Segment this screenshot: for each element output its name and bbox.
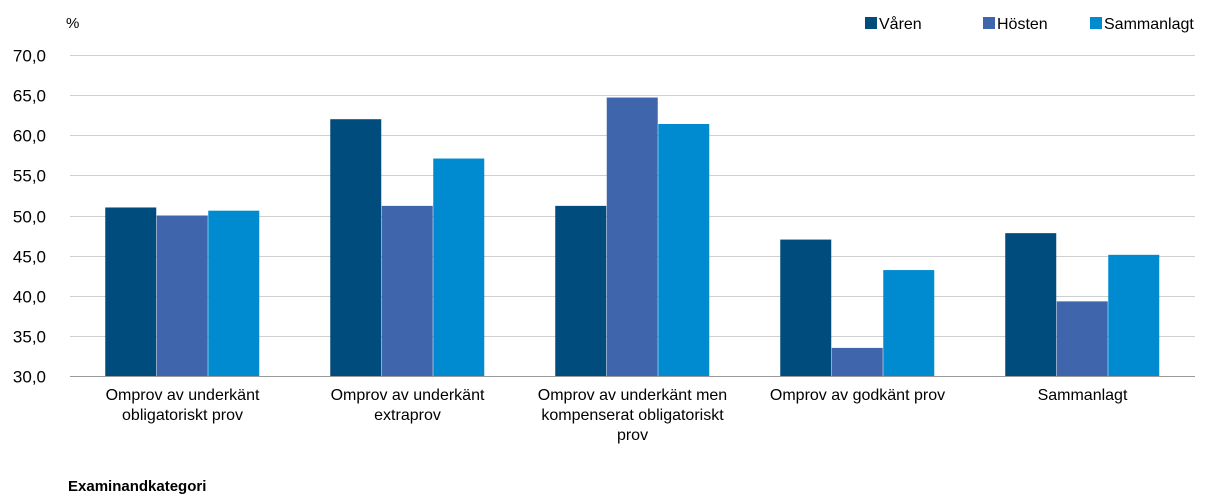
bar-v-ren-4 — [1005, 233, 1057, 376]
bar-v-ren-3 — [780, 239, 832, 376]
legend-swatch — [983, 17, 995, 29]
y-tick-label: 35,0 — [13, 328, 46, 347]
bar-h-sten-4 — [1056, 301, 1108, 376]
bar-sammanlagt-4 — [1108, 254, 1160, 376]
x-category-label: obligatoriskt prov — [122, 407, 243, 424]
bar-sammanlagt-1 — [433, 158, 485, 376]
x-category-label: Omprov av underkänt men — [538, 387, 727, 404]
bar-h-sten-3 — [831, 347, 883, 376]
x-category-label: extraprov — [374, 407, 441, 424]
bar-v-ren-1 — [330, 119, 382, 376]
y-tick-label: 40,0 — [13, 288, 46, 307]
y-tick-label: 45,0 — [13, 248, 46, 267]
bar-sammanlagt-3 — [883, 270, 935, 376]
y-unit-label: % — [66, 15, 79, 32]
x-axis-title: Examinandkategori — [68, 478, 207, 495]
bar-h-sten-2 — [606, 97, 658, 376]
bar-h-sten-0 — [156, 215, 208, 376]
y-tick-label: 65,0 — [13, 87, 46, 106]
legend: Våren Hösten Sammanlagt — [865, 15, 1194, 33]
bar-v-ren-0 — [105, 207, 157, 376]
legend-label: Våren — [879, 15, 922, 33]
bars — [105, 97, 1160, 376]
x-category-label: Omprov av underkänt — [331, 387, 485, 404]
x-category-label: Sammanlagt — [1038, 387, 1128, 404]
x-category-label: kompenserat obligatoriskt — [541, 407, 724, 424]
x-axis-labels: Omprov av underkänt obligatoriskt prov Omp… — [106, 387, 1128, 444]
y-tick-label: 60,0 — [13, 127, 46, 146]
y-axis-ticks: 70,0 65,0 60,0 55,0 50,0 45,0 40,0 35,0 30,0 — [13, 47, 46, 387]
legend-label: Hösten — [997, 16, 1048, 33]
y-tick-label: 30,0 — [13, 368, 46, 387]
bar-h-sten-1 — [381, 205, 433, 376]
x-category-label: Omprov av underkänt — [106, 387, 260, 404]
bar-sammanlagt-0 — [208, 210, 260, 376]
x-category-label: Omprov av godkänt prov — [770, 387, 945, 404]
x-category-label: prov — [617, 427, 648, 444]
bar-v-ren-2 — [555, 205, 607, 376]
legend-swatch — [865, 17, 877, 29]
legend-swatch — [1090, 17, 1102, 29]
y-tick-label: 70,0 — [13, 47, 46, 66]
bar-sammanlagt-2 — [658, 124, 710, 376]
y-tick-label: 55,0 — [13, 167, 46, 186]
legend-label: Sammanlagt — [1104, 16, 1194, 33]
y-tick-label: 50,0 — [13, 208, 46, 227]
